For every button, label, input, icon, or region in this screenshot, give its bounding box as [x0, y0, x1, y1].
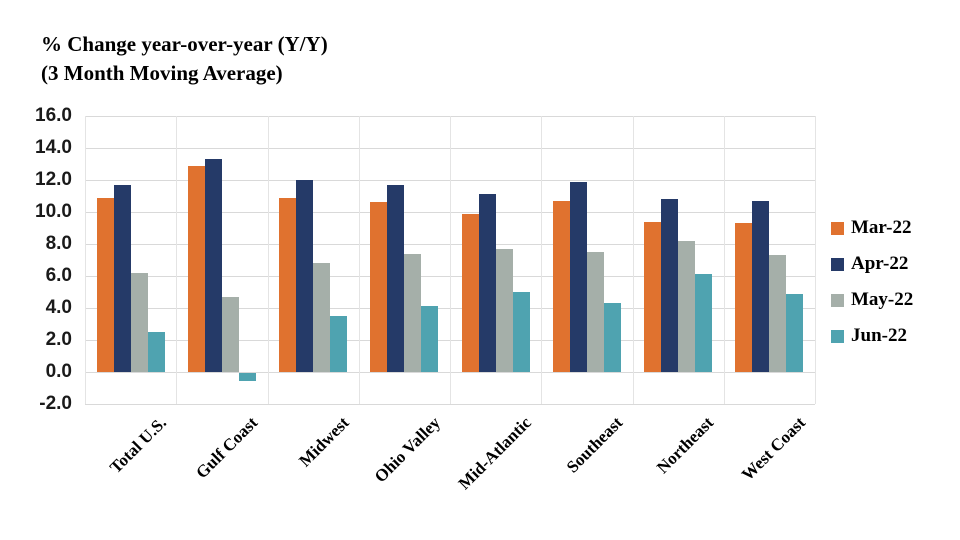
bar-Apr-22-Total U.S.: [113, 184, 131, 372]
x-category-label: Gulf Coast: [192, 413, 262, 483]
chart-subtitle: (3 Month Moving Average): [41, 61, 283, 85]
gridline-vertical: [267, 116, 269, 404]
bar-Apr-22-Gulf Coast: [204, 159, 222, 372]
bar-Jun-22-Northeast: [695, 274, 713, 372]
y-tick-label: 4.0: [45, 297, 72, 318]
bar-Jun-22-Gulf Coast: [238, 373, 256, 381]
y-tick-label: 2.0: [45, 329, 72, 350]
legend-item: Mar-22: [831, 216, 913, 240]
bar-Apr-22-Mid-Atlantic: [478, 194, 496, 372]
bar-May-22-West Coast: [769, 255, 787, 372]
bar-Mar-22-Northeast: [644, 221, 662, 372]
bar-Mar-22-Total U.S.: [96, 197, 114, 372]
x-category-label: Total U.S.: [105, 413, 171, 478]
bar-Jun-22-Southeast: [603, 303, 621, 372]
bar-May-22-Total U.S.: [130, 272, 148, 372]
gridline-vertical: [176, 116, 178, 404]
legend-label: Jun-22: [851, 325, 907, 346]
bar-Apr-22-Southeast: [569, 181, 587, 372]
bar-Jun-22-Total U.S.: [147, 332, 165, 372]
gridline-vertical: [450, 116, 451, 404]
y-tick-label: 12.0: [35, 169, 72, 190]
bar-Apr-22-Northeast: [661, 199, 679, 372]
bar-Mar-22-Southeast: [552, 200, 570, 372]
legend-item: Apr-22: [831, 252, 913, 276]
x-category-label: Ohio Valley: [370, 413, 444, 487]
bar-Apr-22-Ohio Valley: [387, 184, 405, 372]
bar-May-22-Ohio Valley: [404, 253, 422, 372]
bar-Jun-22-Mid-Atlantic: [512, 292, 530, 372]
legend-swatch-icon: [831, 293, 844, 307]
legend: Mar-22 Apr-22 May-22 Jun-22: [831, 216, 913, 360]
bar-Apr-22-West Coast: [752, 200, 770, 372]
bar-Mar-22-Ohio Valley: [370, 202, 388, 372]
x-category-label: Southeast: [562, 413, 627, 477]
y-tick-label: 10.0: [35, 201, 72, 222]
bar-May-22-Gulf Coast: [221, 296, 239, 372]
x-category-label: Northeast: [653, 413, 718, 478]
y-tick-label: 8.0: [45, 233, 72, 254]
legend-swatch-icon: [831, 221, 844, 235]
y-tick-label: 14.0: [35, 137, 72, 158]
gridline-vertical: [815, 116, 816, 404]
bar-Jun-22-Midwest: [330, 316, 348, 372]
legend-label: Apr-22: [851, 253, 909, 274]
bar-Mar-22-West Coast: [735, 223, 753, 372]
bar-May-22-Southeast: [586, 252, 604, 372]
bar-May-22-Northeast: [678, 240, 696, 372]
y-tick-label: 0.0: [45, 361, 72, 382]
legend-swatch-icon: [831, 257, 844, 271]
y-tick-label: 6.0: [45, 265, 72, 286]
bar-Mar-22-Mid-Atlantic: [461, 213, 479, 372]
x-category-label: Mid-Atlantic: [454, 413, 536, 494]
bar-Jun-22-Ohio Valley: [421, 306, 439, 372]
gridline-vertical: [541, 116, 543, 404]
legend-label: May-22: [851, 289, 914, 310]
gridline-vertical: [723, 116, 725, 404]
bar-Mar-22-Midwest: [279, 197, 297, 372]
x-category-label: Midwest: [295, 413, 353, 471]
gridline-vertical: [358, 116, 360, 404]
legend-item: May-22: [831, 288, 913, 312]
bar-May-22-Midwest: [313, 263, 331, 372]
chart-title-block: % Change year-over-year (Y/Y) (3 Month M…: [41, 30, 328, 88]
bar-May-22-Mid-Atlantic: [495, 248, 513, 372]
plot-area: [85, 116, 816, 405]
bar-Mar-22-Gulf Coast: [187, 165, 205, 372]
y-tick-label: 16.0: [35, 105, 72, 126]
y-tick-label: -2.0: [39, 393, 72, 414]
bar-Apr-22-Midwest: [296, 180, 314, 372]
gridline-vertical: [632, 116, 634, 404]
legend-item: Jun-22: [831, 324, 913, 348]
gridline-horizontal: [85, 404, 815, 405]
gridline-vertical: [85, 116, 86, 404]
x-category-label: West Coast: [737, 413, 809, 485]
chart-title: % Change year-over-year (Y/Y): [41, 32, 328, 56]
legend-swatch-icon: [831, 329, 844, 343]
bar-Jun-22-West Coast: [786, 293, 804, 372]
legend-label: Mar-22: [851, 217, 912, 238]
